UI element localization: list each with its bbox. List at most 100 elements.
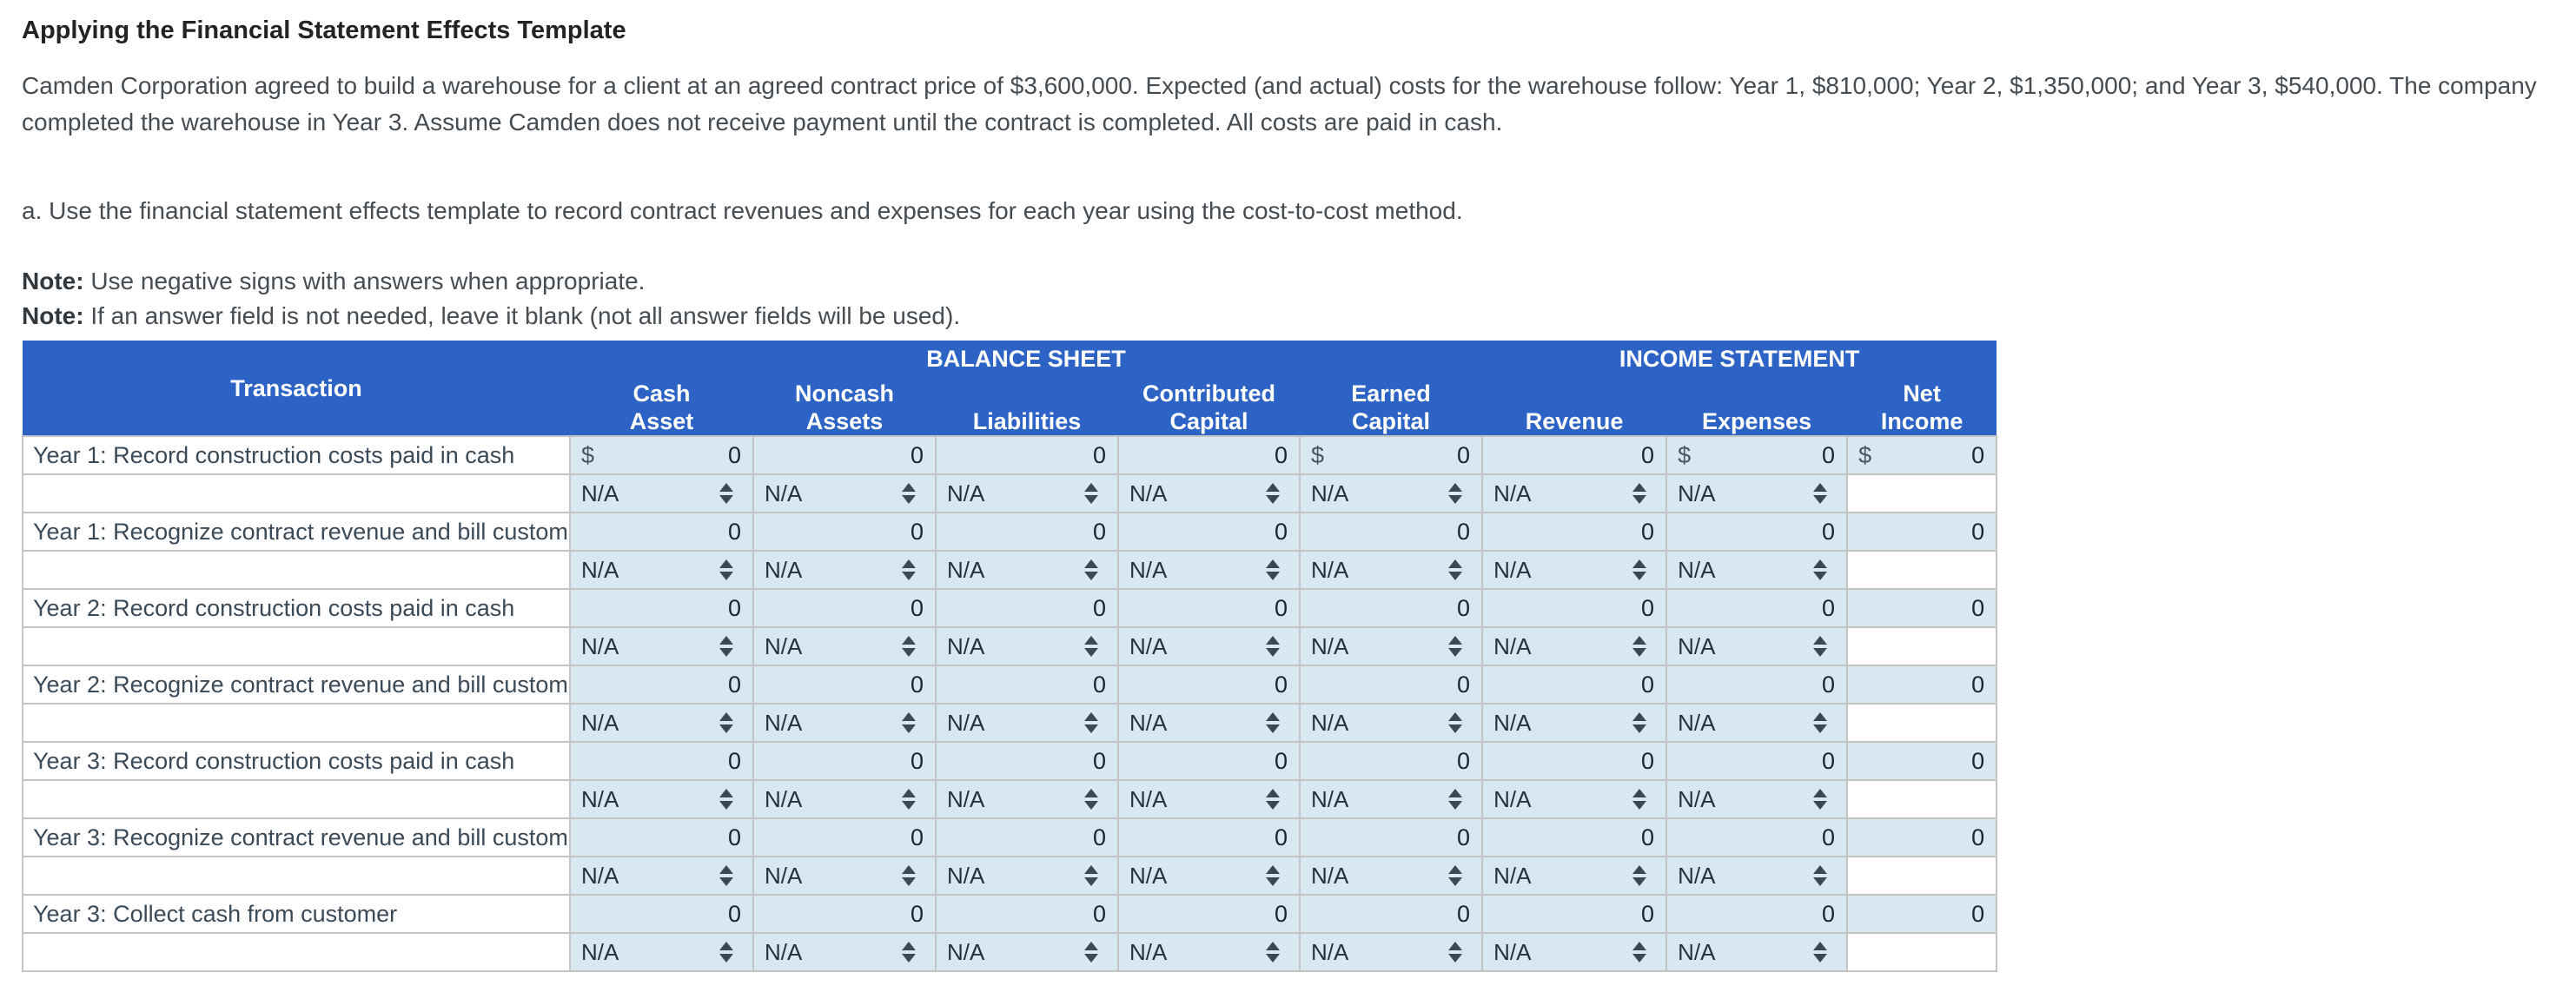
- net-income-blank-cell[interactable]: [1846, 779, 1998, 819]
- account-select-liabilities[interactable]: N/A: [935, 779, 1119, 819]
- amount-cell-revenue[interactable]: [1481, 588, 1668, 628]
- amount-input-earned-capital[interactable]: [1301, 513, 1482, 550]
- amount-input-expenses[interactable]: [1667, 743, 1847, 779]
- net-income-blank-cell[interactable]: [1846, 550, 1998, 590]
- account-select-contributed-capital[interactable]: N/A: [1117, 473, 1301, 513]
- account-select-liabilities[interactable]: N/A: [935, 703, 1119, 743]
- amount-cell-liabilities[interactable]: [935, 588, 1119, 628]
- amount-cell-liabilities[interactable]: [935, 894, 1119, 934]
- amount-input-liabilities[interactable]: [937, 590, 1117, 626]
- amount-input-revenue[interactable]: [1483, 819, 1666, 856]
- amount-cell-net-income[interactable]: [1846, 741, 1998, 781]
- account-select-contributed-capital[interactable]: N/A: [1117, 856, 1301, 896]
- amount-cell-expenses[interactable]: [1665, 817, 1849, 857]
- amount-cell-revenue[interactable]: [1481, 665, 1668, 705]
- account-select-noncash-assets[interactable]: N/A: [752, 473, 937, 513]
- amount-input-expenses[interactable]: [1691, 437, 1847, 473]
- account-select-revenue[interactable]: N/A: [1481, 473, 1668, 513]
- account-select-contributed-capital[interactable]: N/A: [1117, 550, 1301, 590]
- account-select-earned-capital[interactable]: N/A: [1298, 779, 1484, 819]
- amount-cell-noncash-assets[interactable]: [752, 741, 937, 781]
- account-select-liabilities[interactable]: N/A: [935, 550, 1119, 590]
- net-income-blank-cell[interactable]: [1846, 703, 1998, 743]
- account-select-cash-asset[interactable]: N/A: [569, 779, 754, 819]
- amount-input-expenses[interactable]: [1667, 513, 1847, 550]
- account-select-cash-asset[interactable]: N/A: [569, 932, 754, 972]
- amount-input-noncash-assets[interactable]: [754, 437, 935, 473]
- amount-cell-expenses[interactable]: [1665, 741, 1849, 781]
- amount-cell-noncash-assets[interactable]: [752, 817, 937, 857]
- amount-cell-liabilities[interactable]: [935, 512, 1119, 552]
- amount-cell-contributed-capital[interactable]: [1117, 741, 1301, 781]
- amount-input-net-income[interactable]: [1871, 437, 1997, 473]
- net-income-blank-input[interactable]: [1848, 857, 1997, 894]
- amount-input-net-income[interactable]: [1848, 666, 1997, 703]
- amount-input-revenue[interactable]: [1483, 743, 1666, 779]
- amount-input-noncash-assets[interactable]: [754, 666, 935, 703]
- account-select-expenses[interactable]: N/A: [1665, 550, 1849, 590]
- amount-cell-net-income[interactable]: [1846, 665, 1998, 705]
- account-select-expenses[interactable]: N/A: [1665, 779, 1849, 819]
- amount-input-contributed-capital[interactable]: [1119, 743, 1299, 779]
- account-select-earned-capital[interactable]: N/A: [1298, 626, 1484, 666]
- amount-input-noncash-assets[interactable]: [754, 819, 935, 856]
- account-select-contributed-capital[interactable]: N/A: [1117, 932, 1301, 972]
- amount-input-noncash-assets[interactable]: [754, 896, 935, 932]
- amount-input-net-income[interactable]: [1848, 896, 1997, 932]
- account-select-liabilities[interactable]: N/A: [935, 473, 1119, 513]
- account-select-liabilities[interactable]: N/A: [935, 932, 1119, 972]
- amount-input-contributed-capital[interactable]: [1119, 590, 1299, 626]
- amount-input-earned-capital[interactable]: [1324, 437, 1482, 473]
- amount-input-expenses[interactable]: [1667, 666, 1847, 703]
- amount-cell-earned-capital[interactable]: [1298, 741, 1484, 781]
- account-select-liabilities[interactable]: N/A: [935, 626, 1119, 666]
- account-select-earned-capital[interactable]: N/A: [1298, 473, 1484, 513]
- net-income-blank-input[interactable]: [1848, 934, 1997, 970]
- net-income-blank-cell[interactable]: [1846, 932, 1998, 972]
- amount-cell-earned-capital[interactable]: [1298, 665, 1484, 705]
- amount-cell-revenue[interactable]: [1481, 894, 1668, 934]
- amount-input-net-income[interactable]: [1848, 819, 1997, 856]
- amount-cell-expenses[interactable]: [1665, 512, 1849, 552]
- amount-input-liabilities[interactable]: [937, 437, 1117, 473]
- amount-cell-earned-capital[interactable]: [1298, 817, 1484, 857]
- amount-input-contributed-capital[interactable]: [1119, 513, 1299, 550]
- amount-input-expenses[interactable]: [1667, 819, 1847, 856]
- amount-input-liabilities[interactable]: [937, 819, 1117, 856]
- amount-input-liabilities[interactable]: [937, 743, 1117, 779]
- amount-input-contributed-capital[interactable]: [1119, 437, 1299, 473]
- amount-cell-net-income[interactable]: [1846, 588, 1998, 628]
- amount-cell-contributed-capital[interactable]: [1117, 894, 1301, 934]
- net-income-blank-input[interactable]: [1848, 705, 1997, 741]
- net-income-blank-cell[interactable]: [1846, 626, 1998, 666]
- net-income-blank-input[interactable]: [1848, 552, 1997, 588]
- amount-cell-contributed-capital[interactable]: [1117, 665, 1301, 705]
- amount-input-cash-asset[interactable]: [571, 513, 752, 550]
- account-select-expenses[interactable]: N/A: [1665, 626, 1849, 666]
- account-select-contributed-capital[interactable]: N/A: [1117, 703, 1301, 743]
- amount-cell-cash-asset[interactable]: [569, 665, 754, 705]
- net-income-blank-input[interactable]: [1848, 475, 1997, 512]
- account-select-cash-asset[interactable]: N/A: [569, 856, 754, 896]
- account-select-noncash-assets[interactable]: N/A: [752, 626, 937, 666]
- amount-input-liabilities[interactable]: [937, 896, 1117, 932]
- amount-cell-revenue[interactable]: [1481, 817, 1668, 857]
- amount-input-earned-capital[interactable]: [1301, 590, 1482, 626]
- account-select-contributed-capital[interactable]: N/A: [1117, 779, 1301, 819]
- amount-cell-liabilities[interactable]: [935, 817, 1119, 857]
- amount-cell-expenses[interactable]: [1665, 665, 1849, 705]
- amount-input-cash-asset[interactable]: [571, 819, 752, 856]
- net-income-blank-cell[interactable]: [1846, 473, 1998, 513]
- amount-input-earned-capital[interactable]: [1301, 743, 1482, 779]
- net-income-blank-cell[interactable]: [1846, 856, 1998, 896]
- account-select-cash-asset[interactable]: N/A: [569, 473, 754, 513]
- amount-input-cash-asset[interactable]: [571, 590, 752, 626]
- amount-input-contributed-capital[interactable]: [1119, 666, 1299, 703]
- amount-cell-cash-asset[interactable]: [569, 741, 754, 781]
- amount-input-revenue[interactable]: [1483, 666, 1666, 703]
- amount-cell-earned-capital[interactable]: [1298, 588, 1484, 628]
- account-select-revenue[interactable]: N/A: [1481, 932, 1668, 972]
- account-select-revenue[interactable]: N/A: [1481, 703, 1668, 743]
- amount-input-cash-asset[interactable]: [571, 896, 752, 932]
- amount-cell-noncash-assets[interactable]: [752, 665, 937, 705]
